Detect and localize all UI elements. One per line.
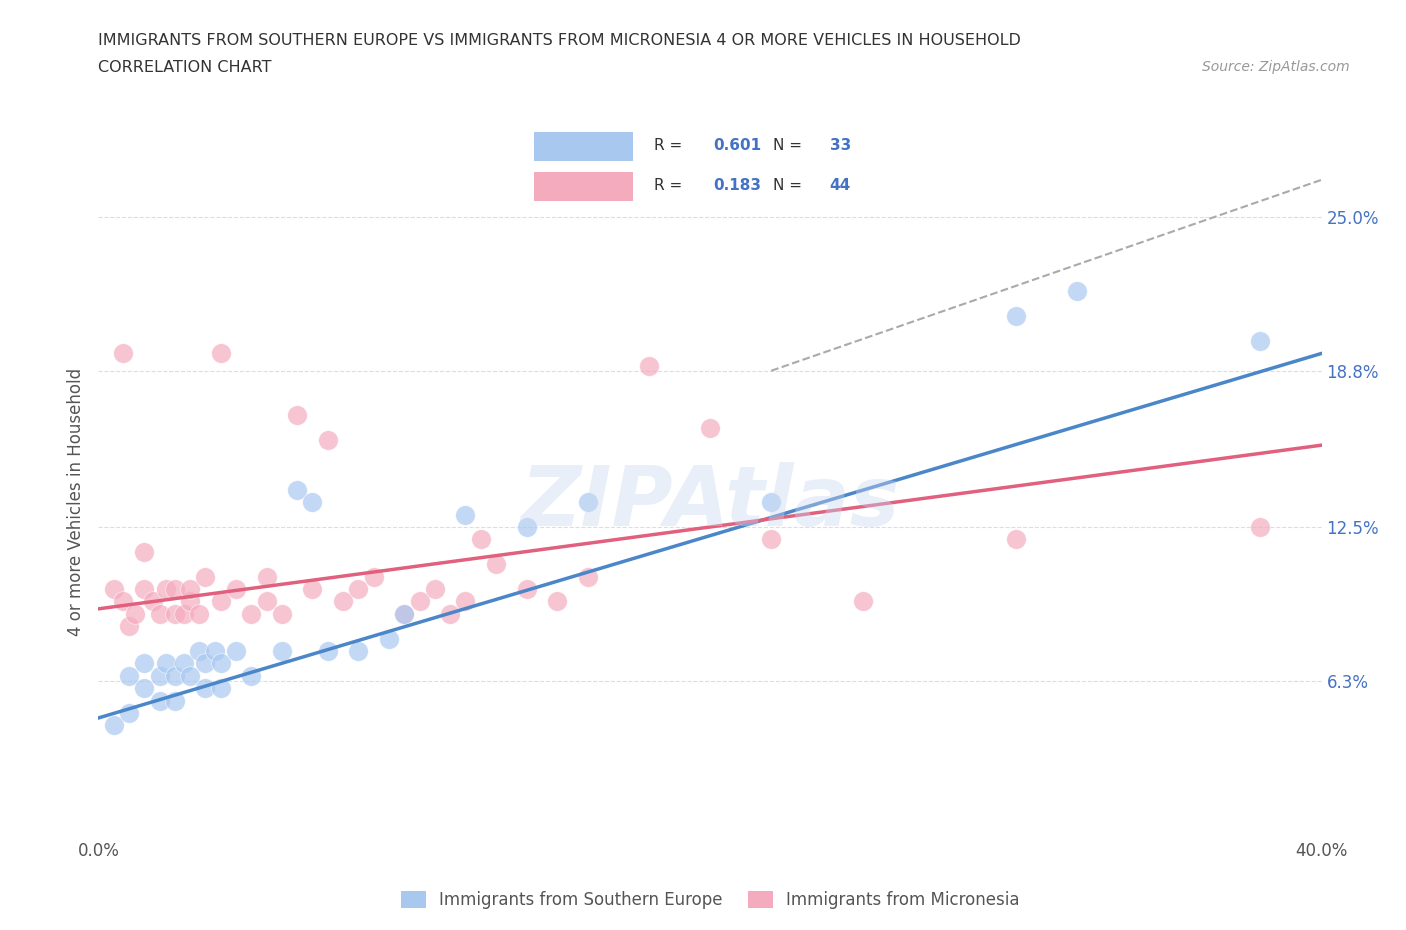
Point bbox=[270, 644, 292, 658]
Point bbox=[194, 681, 217, 696]
Point bbox=[179, 594, 201, 609]
Point bbox=[194, 569, 217, 584]
Point bbox=[1249, 520, 1271, 535]
Text: 44: 44 bbox=[830, 179, 851, 193]
Point bbox=[576, 569, 599, 584]
Point bbox=[347, 581, 370, 596]
Point bbox=[209, 346, 232, 361]
Point bbox=[103, 581, 125, 596]
Point bbox=[149, 669, 172, 684]
Point bbox=[347, 644, 370, 658]
Point bbox=[225, 581, 247, 596]
Point bbox=[363, 569, 385, 584]
Point bbox=[179, 581, 201, 596]
Point bbox=[516, 581, 538, 596]
Point bbox=[408, 594, 430, 609]
Point bbox=[470, 532, 492, 547]
Point bbox=[316, 644, 339, 658]
Point bbox=[204, 644, 226, 658]
Point bbox=[103, 718, 125, 733]
Text: CORRELATION CHART: CORRELATION CHART bbox=[98, 60, 271, 75]
Point bbox=[316, 432, 339, 447]
Point bbox=[378, 631, 401, 646]
Point bbox=[163, 606, 186, 621]
Point bbox=[155, 656, 177, 671]
Text: 0.601: 0.601 bbox=[714, 139, 762, 153]
Point bbox=[1066, 284, 1088, 299]
Point bbox=[759, 495, 782, 510]
Point bbox=[163, 693, 186, 708]
Point bbox=[134, 656, 156, 671]
Point bbox=[1249, 334, 1271, 349]
Point bbox=[149, 606, 172, 621]
Point bbox=[285, 408, 308, 423]
Point bbox=[155, 581, 177, 596]
Point bbox=[188, 606, 211, 621]
Point bbox=[209, 656, 232, 671]
Point bbox=[392, 606, 416, 621]
Text: R =: R = bbox=[654, 139, 682, 153]
Point bbox=[173, 606, 195, 621]
Point bbox=[256, 594, 278, 609]
Point bbox=[240, 606, 263, 621]
Point bbox=[111, 594, 134, 609]
FancyBboxPatch shape bbox=[534, 132, 633, 161]
Point bbox=[118, 669, 141, 684]
Point bbox=[134, 544, 156, 559]
Point bbox=[240, 669, 263, 684]
Point bbox=[285, 483, 308, 498]
Text: R =: R = bbox=[654, 179, 682, 193]
Point bbox=[134, 681, 156, 696]
Point bbox=[209, 594, 232, 609]
Point bbox=[392, 606, 416, 621]
Point bbox=[637, 358, 661, 373]
Point bbox=[301, 495, 323, 510]
Point bbox=[149, 693, 172, 708]
Text: N =: N = bbox=[773, 139, 803, 153]
Point bbox=[439, 606, 461, 621]
FancyBboxPatch shape bbox=[534, 172, 633, 201]
Text: Source: ZipAtlas.com: Source: ZipAtlas.com bbox=[1202, 60, 1350, 74]
Point bbox=[485, 557, 508, 572]
Point bbox=[124, 606, 146, 621]
Point bbox=[516, 520, 538, 535]
Point bbox=[759, 532, 782, 547]
Point bbox=[1004, 309, 1026, 324]
Point bbox=[699, 420, 721, 435]
Point bbox=[188, 644, 211, 658]
Text: ZIPAtlas: ZIPAtlas bbox=[520, 461, 900, 543]
Text: N =: N = bbox=[773, 179, 803, 193]
Point bbox=[111, 346, 134, 361]
Point bbox=[270, 606, 292, 621]
Point bbox=[1004, 532, 1026, 547]
Point bbox=[209, 681, 232, 696]
Text: 0.183: 0.183 bbox=[714, 179, 762, 193]
Point bbox=[852, 594, 875, 609]
Point bbox=[118, 706, 141, 721]
Point bbox=[454, 507, 477, 522]
Point bbox=[134, 581, 156, 596]
Point bbox=[301, 581, 323, 596]
Point bbox=[332, 594, 354, 609]
Point bbox=[423, 581, 446, 596]
Point bbox=[454, 594, 477, 609]
Point bbox=[163, 669, 186, 684]
Point bbox=[546, 594, 568, 609]
Point bbox=[576, 495, 599, 510]
Legend: Immigrants from Southern Europe, Immigrants from Micronesia: Immigrants from Southern Europe, Immigra… bbox=[394, 884, 1026, 916]
Point bbox=[142, 594, 165, 609]
Point bbox=[118, 618, 141, 633]
Point bbox=[179, 669, 201, 684]
Text: 33: 33 bbox=[830, 139, 851, 153]
Y-axis label: 4 or more Vehicles in Household: 4 or more Vehicles in Household bbox=[66, 368, 84, 636]
Point bbox=[194, 656, 217, 671]
Point bbox=[163, 581, 186, 596]
Point bbox=[256, 569, 278, 584]
Text: IMMIGRANTS FROM SOUTHERN EUROPE VS IMMIGRANTS FROM MICRONESIA 4 OR MORE VEHICLES: IMMIGRANTS FROM SOUTHERN EUROPE VS IMMIG… bbox=[98, 33, 1021, 47]
Point bbox=[173, 656, 195, 671]
Point bbox=[225, 644, 247, 658]
